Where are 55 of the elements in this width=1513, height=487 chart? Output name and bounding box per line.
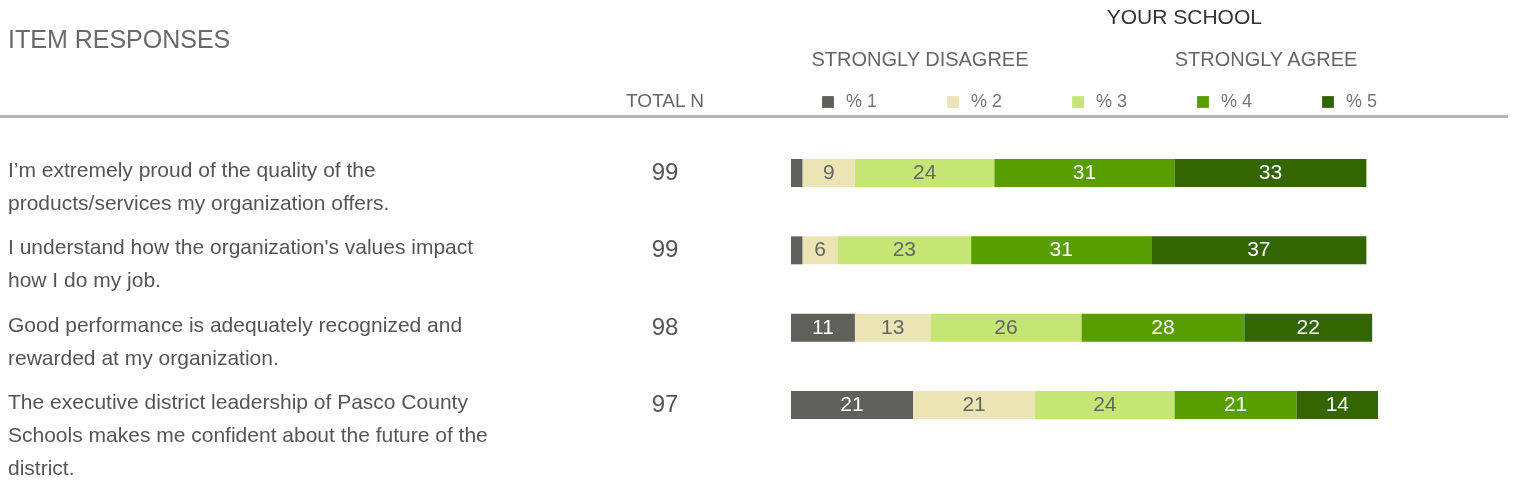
- data-label: 22: [1296, 314, 1320, 338]
- legend-label: % 5: [1346, 91, 1378, 111]
- data-label: 21: [1223, 392, 1248, 415]
- bar: [1081, 313, 1245, 342]
- data-label: 99: [651, 235, 679, 263]
- category-label: Good performance is adequately recognized and rewarded at my organization.: [8, 312, 463, 369]
- bar: [1035, 391, 1175, 419]
- legend-label: % 4: [1221, 91, 1253, 111]
- category-label: I understand how the organization's values impact how I do my job.: [8, 235, 474, 292]
- data-label: 24: [912, 160, 937, 183]
- legend-label: % 3: [1096, 91, 1128, 111]
- data-label: 31: [1072, 160, 1097, 183]
- bar: [791, 313, 855, 342]
- data-label: 6: [814, 237, 826, 261]
- bar: [791, 236, 803, 265]
- category-label: The executive district leadership of Pasco County Schools makes me confident about the future of the district.: [8, 390, 488, 479]
- chart-title: YOUR SCHOOL: [1106, 5, 1262, 28]
- data-label: 13: [881, 314, 905, 338]
- legend-label: % 1: [846, 91, 878, 111]
- text: ITEM RESPONSES: [8, 25, 231, 53]
- data-label: 11: [812, 314, 834, 338]
- legend-label: % 2: [971, 91, 1003, 111]
- data-label: 26: [994, 314, 1018, 338]
- data-label: 97: [651, 390, 679, 417]
- data-label: 33: [1258, 160, 1283, 183]
- data-label: 31: [1049, 237, 1073, 261]
- bar: [1244, 313, 1373, 342]
- data-label: 28: [1151, 314, 1175, 338]
- data-label: 99: [651, 158, 679, 185]
- bar: [913, 391, 1036, 419]
- bar: [1174, 391, 1297, 419]
- data-label: 21: [962, 392, 986, 415]
- bar: [994, 159, 1175, 187]
- bar: [930, 313, 1082, 342]
- bar: [854, 313, 931, 342]
- data-label: 24: [1093, 392, 1117, 415]
- bar: [791, 159, 803, 187]
- text: STRONGLY AGREE: [1174, 48, 1358, 70]
- data-label: 23: [892, 237, 917, 261]
- bar: [1174, 159, 1367, 187]
- data-label: 21: [840, 392, 864, 415]
- bar: [1296, 391, 1378, 419]
- text: STRONGLY DISAGREE: [811, 48, 1029, 70]
- bar: [791, 391, 914, 419]
- bar: [854, 159, 995, 187]
- text: TOTAL N: [626, 90, 704, 111]
- category-label: I’m extremely proud of the quality of the products/services my organization offers.: [8, 158, 390, 214]
- bar: [971, 236, 1152, 265]
- bar: [802, 159, 855, 187]
- data-label: 98: [651, 312, 679, 340]
- data-label: 9: [822, 160, 835, 183]
- data-label: 37: [1247, 237, 1271, 261]
- bar: [837, 236, 972, 265]
- data-label: 14: [1325, 392, 1350, 415]
- bar: [1151, 236, 1367, 265]
